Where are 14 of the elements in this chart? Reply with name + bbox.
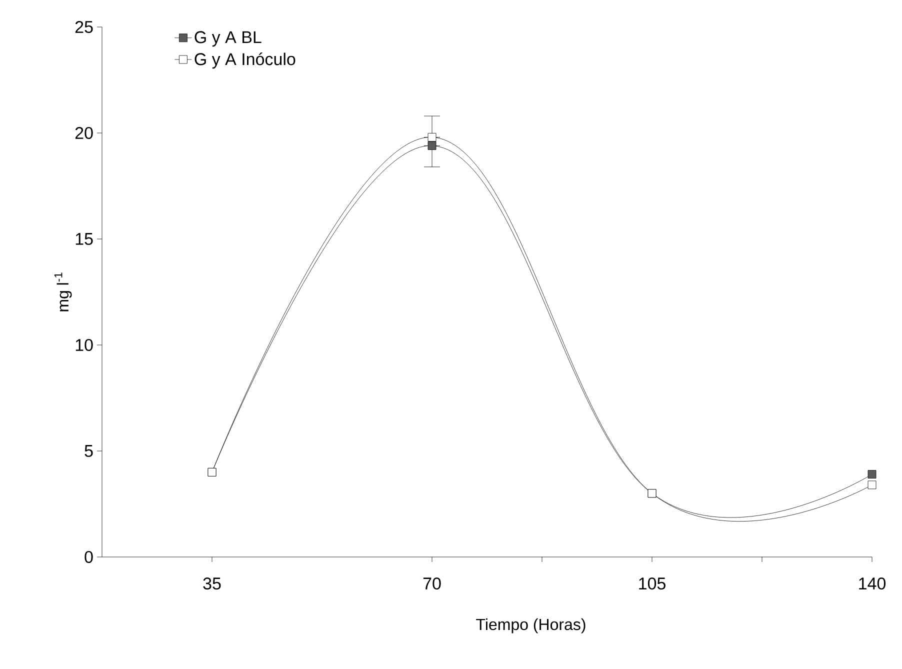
y-tick-label: 5 xyxy=(84,445,93,457)
x-tick-label: 35 xyxy=(203,578,221,590)
y-tick-label: 0 xyxy=(84,550,93,564)
x-axis-title: Tiempo (Horas) xyxy=(476,618,586,634)
y-axis-title: mg l$^{-1}$ xyxy=(54,272,72,312)
x-tick-label: 105 xyxy=(639,578,666,590)
legend-label: G y A Inóculo xyxy=(194,52,296,69)
y-tick-label: 25 xyxy=(75,20,93,34)
y-tick-label: 15 xyxy=(76,233,93,245)
y-tick-label: 10 xyxy=(76,338,93,352)
legend-label: G y A BL xyxy=(194,31,262,47)
x-tick-label: 140 xyxy=(859,578,886,590)
y-tick-label: 20 xyxy=(75,126,93,140)
x-tick-label: 70 xyxy=(423,578,441,590)
